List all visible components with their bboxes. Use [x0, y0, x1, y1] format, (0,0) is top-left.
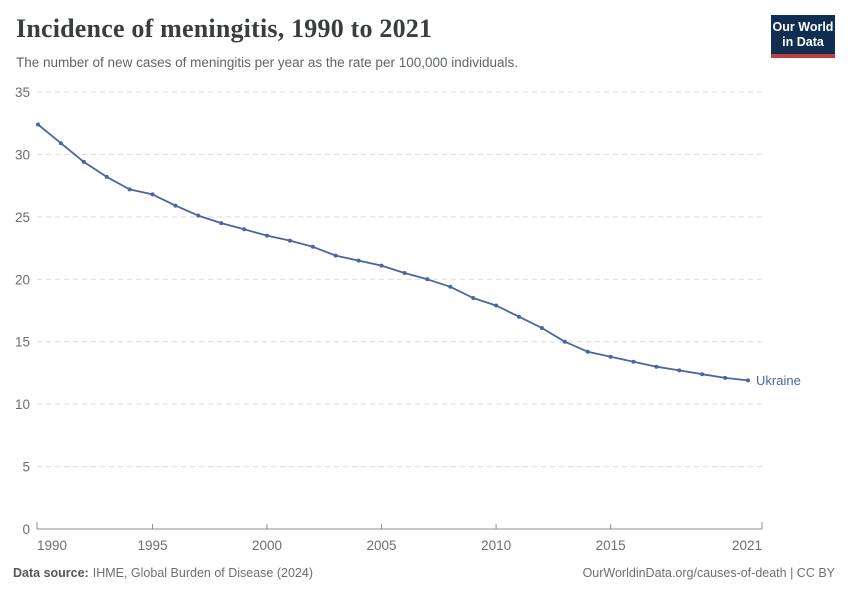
x-tick-label: 2021	[732, 538, 762, 553]
data-point[interactable]	[242, 227, 247, 232]
y-tick-label: 20	[15, 272, 30, 287]
license-link[interactable]: OurWorldinData.org/causes-of-death | CC …	[582, 566, 835, 580]
x-tick-label: 1990	[37, 538, 67, 553]
data-point[interactable]	[723, 375, 728, 380]
data-point[interactable]	[746, 378, 750, 383]
data-point[interactable]	[677, 368, 682, 373]
data-point[interactable]	[448, 284, 453, 289]
chart-subtitle: The number of new cases of meningitis pe…	[16, 55, 519, 70]
data-point[interactable]	[58, 141, 63, 146]
owid-logo-line1: Our World	[772, 20, 834, 34]
chart-footer: Data source: IHME, Global Burden of Disea…	[13, 566, 835, 580]
x-tick-label: 2005	[366, 538, 396, 553]
data-point[interactable]	[379, 263, 384, 268]
data-point[interactable]	[608, 354, 613, 359]
y-tick-label: 10	[15, 397, 30, 412]
data-point[interactable]	[333, 253, 338, 258]
data-point[interactable]	[36, 122, 40, 127]
y-tick-label: 30	[15, 147, 30, 162]
data-point[interactable]	[631, 359, 636, 364]
data-source: Data source: IHME, Global Burden of Disea…	[13, 566, 313, 580]
data-point[interactable]	[585, 349, 590, 354]
data-source-text: IHME, Global Burden of Disease (2024)	[92, 566, 313, 580]
data-point[interactable]	[517, 314, 521, 319]
series-label-ukraine[interactable]: Ukraine	[756, 373, 801, 388]
data-point[interactable]	[265, 233, 269, 238]
y-tick-label: 5	[22, 460, 30, 475]
data-point[interactable]	[196, 213, 201, 218]
y-tick-label: 35	[15, 85, 30, 100]
data-point[interactable]	[219, 221, 224, 226]
series-line-ukraine[interactable]	[37, 123, 749, 382]
data-point[interactable]	[310, 244, 315, 249]
x-tick-label: 1995	[137, 538, 167, 553]
data-point[interactable]	[287, 238, 292, 243]
x-tick-label: 2015	[596, 538, 626, 553]
data-point[interactable]	[539, 326, 544, 330]
data-point[interactable]	[402, 271, 407, 275]
x-tick-label: 2010	[481, 538, 511, 553]
y-tick-label: 25	[15, 210, 30, 225]
y-tick-label: 0	[22, 522, 30, 537]
data-point[interactable]	[471, 296, 476, 300]
data-point[interactable]	[356, 258, 361, 263]
data-point[interactable]	[700, 372, 705, 377]
owid-logo-line2: in Data	[782, 34, 824, 49]
data-point[interactable]	[127, 187, 132, 192]
data-point[interactable]	[173, 203, 178, 208]
data-point[interactable]	[425, 277, 430, 282]
data-point[interactable]	[150, 192, 155, 197]
data-point[interactable]	[654, 364, 659, 369]
owid-logo[interactable]: Our World in Data	[771, 15, 835, 58]
data-point[interactable]	[104, 174, 109, 179]
x-tick-label: 2000	[252, 538, 282, 553]
y-tick-label: 15	[15, 335, 30, 350]
chart-title: Incidence of meningitis, 1990 to 2021	[16, 14, 433, 43]
data-point[interactable]	[494, 303, 499, 308]
data-point[interactable]	[562, 339, 567, 344]
data-source-label: Data source:	[13, 566, 89, 580]
data-point[interactable]	[81, 159, 86, 164]
